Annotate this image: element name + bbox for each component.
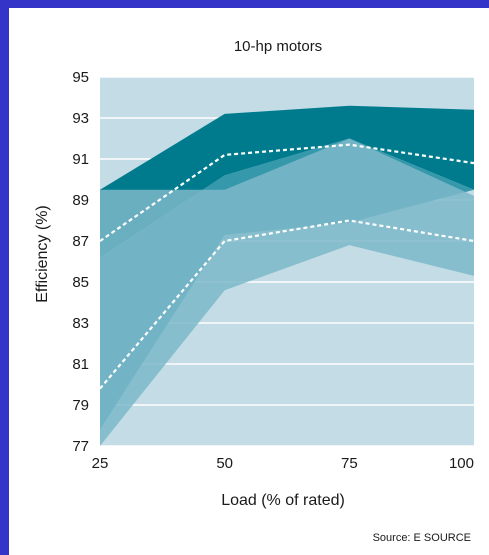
band-top: [100, 105, 474, 258]
chart-title: 10-hp motors: [234, 38, 322, 55]
x-tick-label-25: 25: [92, 455, 109, 472]
y-tick-label-91: 91: [72, 151, 89, 168]
y-tick-label-85: 85: [72, 274, 89, 291]
band-light: [100, 138, 474, 446]
y-tick-label-95: 95: [72, 69, 89, 86]
efficiency-chart: 95 93 91 89 87 85 83 81 79 77 25 50 75 100 10-hp mot…: [34, 38, 475, 544]
source-note: Source: E SOURCE: [373, 532, 471, 544]
y-tick-label-81: 81: [72, 356, 89, 373]
dashed-lines: [99, 143, 475, 390]
x-tick-label-100: 100: [449, 455, 474, 472]
dashed-line-upper: [99, 143, 475, 242]
y-axis-ticks: 95 93 91 89 87 85 83 81 79 77: [72, 69, 89, 455]
x-tick-label-50: 50: [216, 455, 233, 472]
x-axis-ticks: 25 50 75 100: [92, 455, 474, 472]
chart-panel: 95 93 91 89 87 85 83 81 79 77 25 50 75 100 10-hp mot…: [9, 8, 489, 555]
y-tick-label-89: 89: [72, 192, 89, 209]
y-tick-label-79: 79: [72, 397, 89, 414]
x-tick-label-75: 75: [341, 455, 358, 472]
y-tick-label-83: 83: [72, 315, 89, 332]
y-tick-label-77: 77: [72, 438, 89, 455]
x-axis-title: Load (% of rated): [221, 492, 345, 509]
y-tick-label-87: 87: [72, 233, 89, 250]
efficiency-bands: [100, 105, 474, 446]
y-tick-label-93: 93: [72, 110, 89, 127]
y-axis-title: Efficiency (%): [34, 205, 51, 303]
